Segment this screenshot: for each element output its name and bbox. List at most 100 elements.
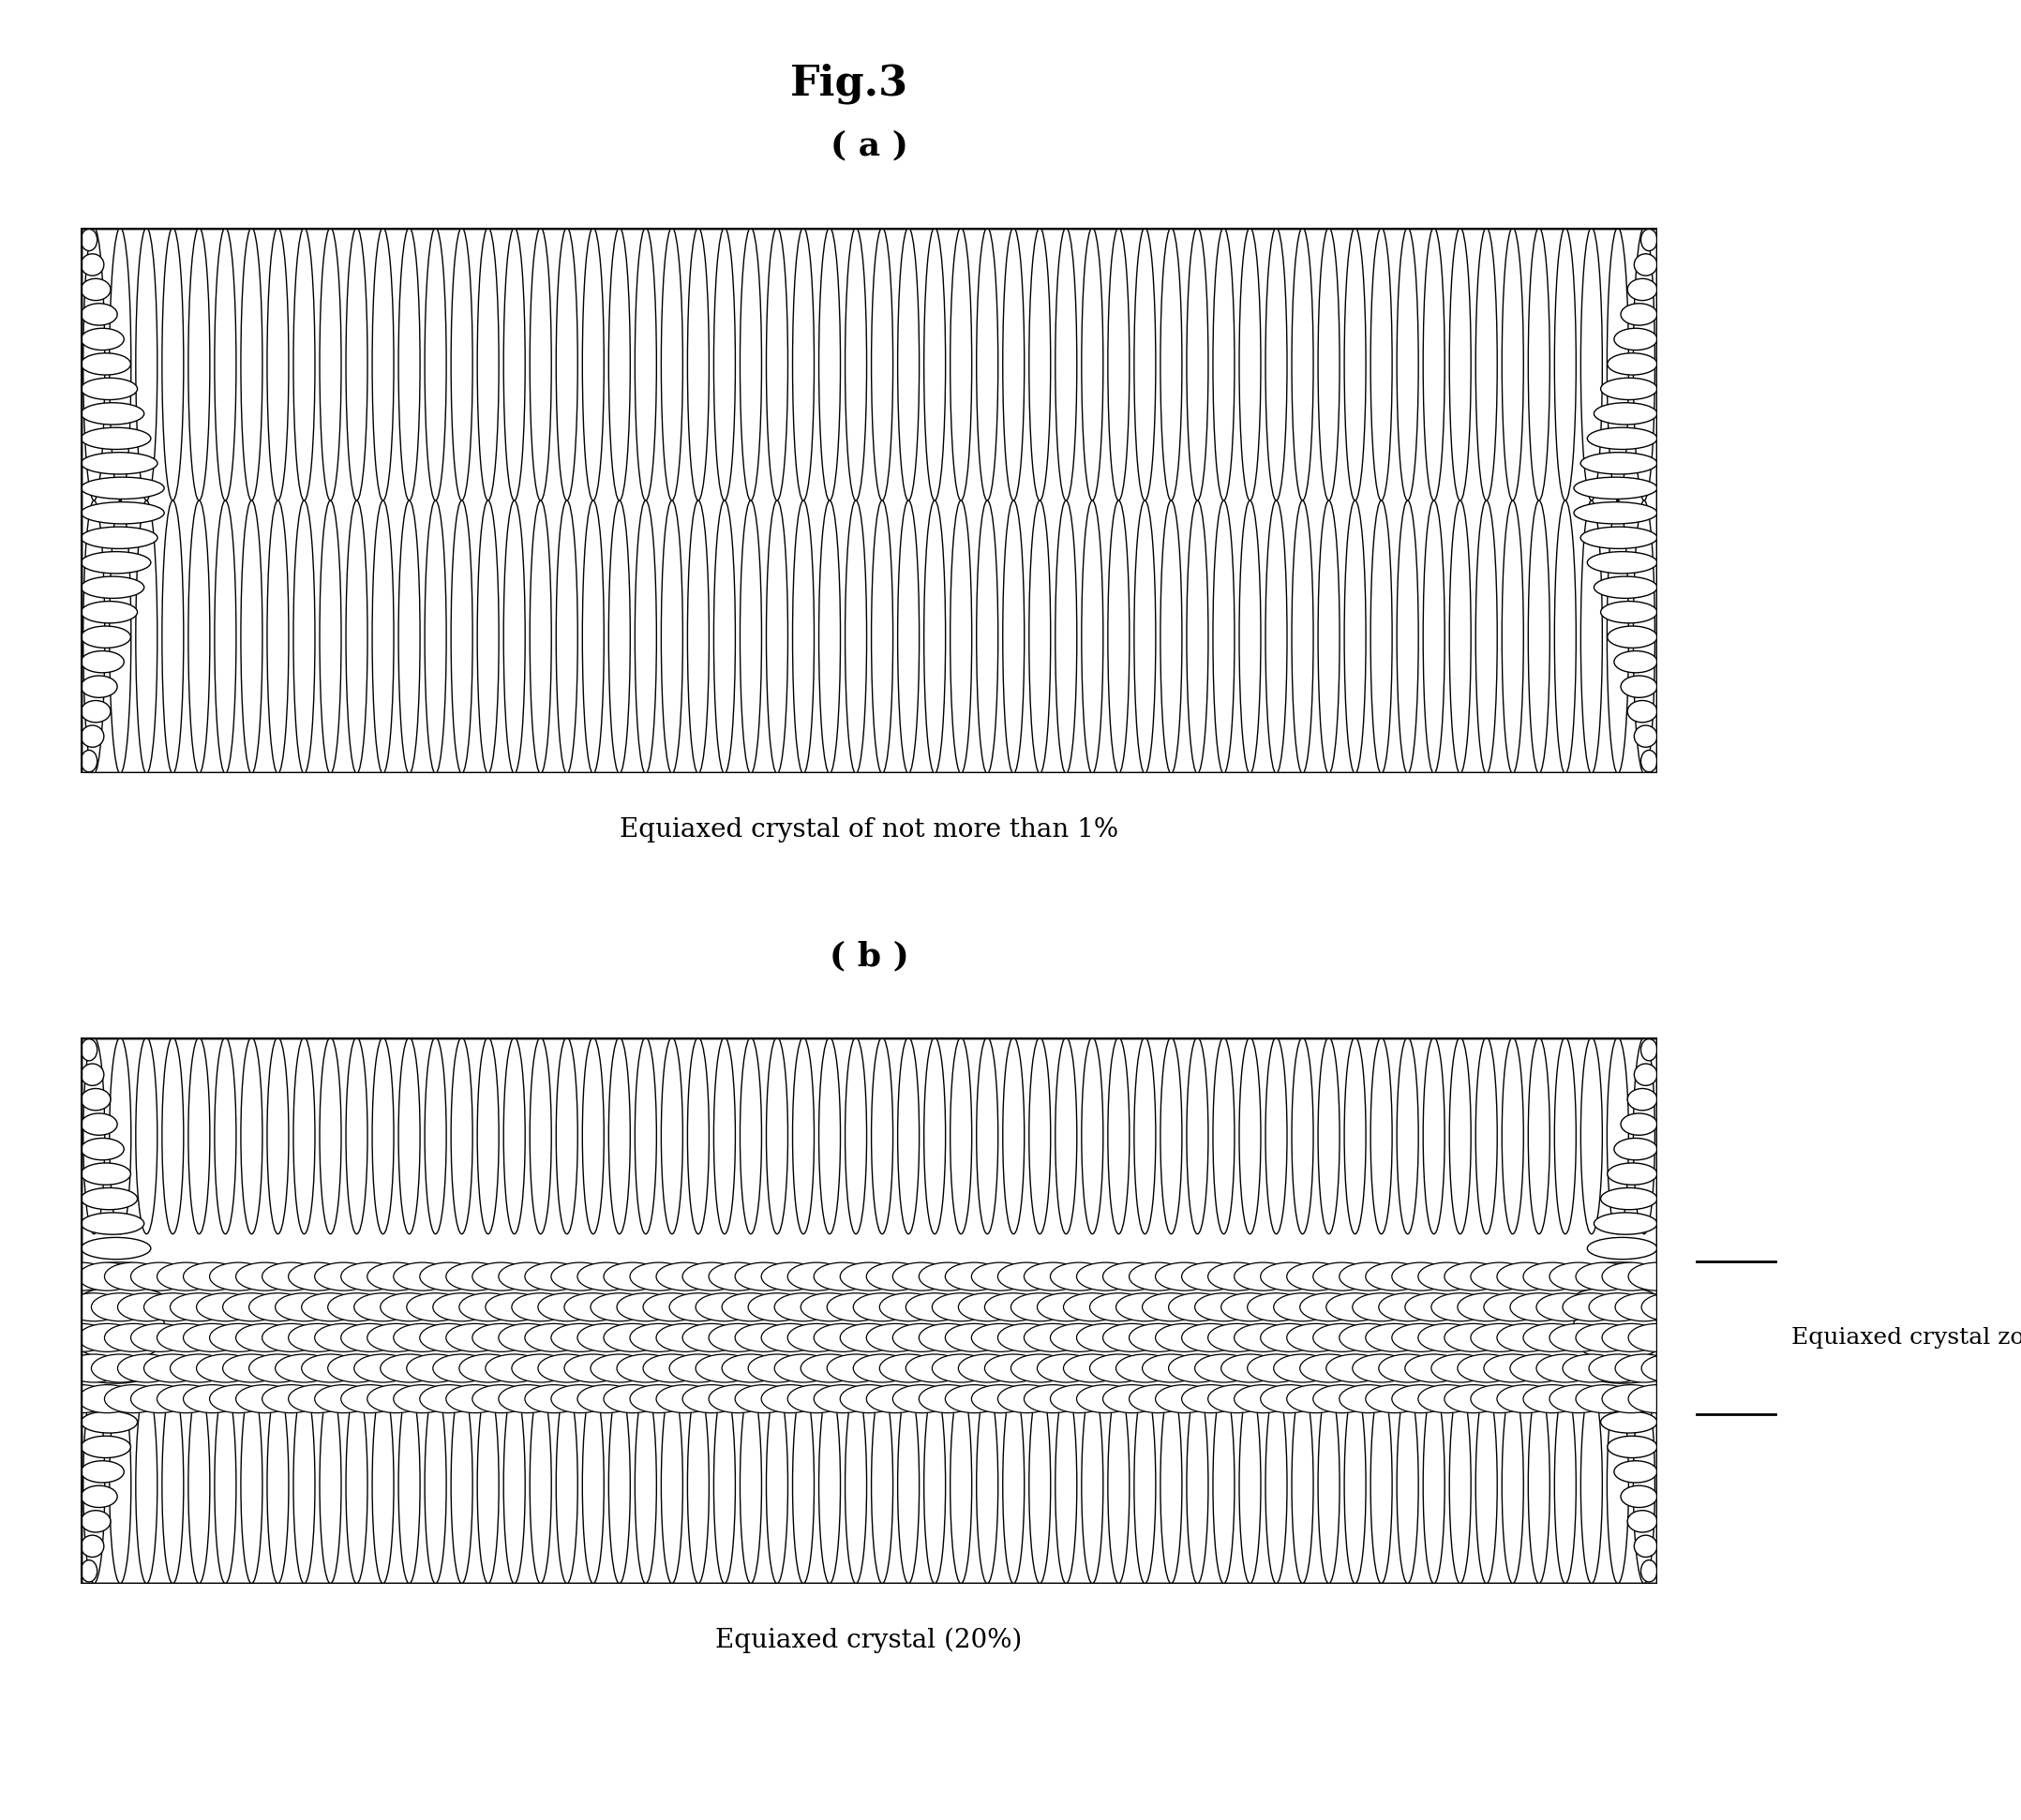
Ellipse shape [346, 228, 368, 501]
Ellipse shape [1621, 1485, 1657, 1507]
Ellipse shape [1103, 1263, 1160, 1290]
Ellipse shape [1344, 228, 1366, 501]
Ellipse shape [1370, 1387, 1392, 1583]
Ellipse shape [131, 1263, 188, 1290]
Text: Fig.3: Fig.3 [790, 64, 907, 104]
Ellipse shape [188, 1387, 210, 1583]
Ellipse shape [1502, 228, 1524, 501]
Ellipse shape [81, 304, 117, 326]
Ellipse shape [1156, 1263, 1213, 1290]
Ellipse shape [976, 1387, 998, 1583]
Ellipse shape [293, 228, 315, 501]
Ellipse shape [1029, 228, 1051, 501]
Ellipse shape [473, 1323, 530, 1352]
Ellipse shape [552, 1263, 608, 1290]
Ellipse shape [669, 1354, 728, 1383]
Ellipse shape [827, 1354, 885, 1383]
Ellipse shape [1536, 1354, 1595, 1383]
Ellipse shape [1081, 1037, 1103, 1234]
Ellipse shape [1471, 1263, 1528, 1290]
Text: Equiaxed crystal of not more than 1%: Equiaxed crystal of not more than 1% [620, 817, 1118, 843]
Ellipse shape [1397, 228, 1419, 501]
Ellipse shape [1586, 551, 1657, 573]
Ellipse shape [1615, 1354, 1673, 1383]
Ellipse shape [695, 1292, 754, 1321]
Ellipse shape [368, 1323, 424, 1352]
Ellipse shape [582, 1387, 604, 1583]
Ellipse shape [1077, 1323, 1134, 1352]
Ellipse shape [1029, 1037, 1051, 1234]
Ellipse shape [1340, 1263, 1397, 1290]
Ellipse shape [1627, 278, 1657, 300]
Ellipse shape [578, 1263, 635, 1290]
Ellipse shape [81, 1511, 111, 1532]
Ellipse shape [1449, 228, 1471, 501]
Ellipse shape [447, 1385, 503, 1412]
Ellipse shape [473, 1385, 530, 1412]
Ellipse shape [79, 1385, 135, 1412]
Ellipse shape [503, 1387, 525, 1583]
Ellipse shape [657, 1323, 713, 1352]
Ellipse shape [342, 1323, 398, 1352]
Ellipse shape [1615, 328, 1657, 349]
Ellipse shape [38, 1292, 97, 1321]
Ellipse shape [81, 428, 152, 450]
Ellipse shape [293, 1387, 315, 1583]
Ellipse shape [372, 228, 394, 501]
Ellipse shape [81, 601, 137, 622]
Ellipse shape [1287, 1263, 1344, 1290]
Ellipse shape [1378, 1292, 1437, 1321]
Ellipse shape [263, 1385, 319, 1412]
Ellipse shape [1156, 1323, 1213, 1352]
Ellipse shape [709, 1385, 766, 1412]
Ellipse shape [342, 1385, 398, 1412]
Ellipse shape [1445, 1263, 1502, 1290]
Ellipse shape [81, 726, 103, 748]
Ellipse shape [1580, 1387, 1603, 1583]
Ellipse shape [1318, 228, 1340, 501]
Ellipse shape [1603, 1323, 1659, 1352]
Ellipse shape [81, 551, 152, 573]
Ellipse shape [83, 1387, 105, 1583]
Ellipse shape [26, 1323, 83, 1352]
Ellipse shape [293, 1037, 315, 1234]
Ellipse shape [1182, 1385, 1239, 1412]
Ellipse shape [578, 1323, 635, 1352]
Ellipse shape [1160, 1387, 1182, 1583]
Ellipse shape [477, 1387, 499, 1583]
Ellipse shape [976, 228, 998, 501]
Ellipse shape [451, 501, 473, 774]
Ellipse shape [1063, 1354, 1122, 1383]
Ellipse shape [263, 1323, 319, 1352]
Ellipse shape [920, 1263, 976, 1290]
Ellipse shape [905, 1292, 964, 1321]
Ellipse shape [26, 1263, 83, 1290]
Ellipse shape [1615, 1292, 1673, 1321]
Ellipse shape [661, 1387, 683, 1583]
Ellipse shape [556, 1387, 578, 1583]
Ellipse shape [1247, 1292, 1306, 1321]
Ellipse shape [897, 501, 920, 774]
Ellipse shape [1077, 1385, 1134, 1412]
Ellipse shape [958, 1292, 1017, 1321]
Ellipse shape [1051, 1323, 1108, 1352]
Ellipse shape [1314, 1263, 1370, 1290]
Ellipse shape [713, 501, 736, 774]
Ellipse shape [447, 1323, 503, 1352]
Ellipse shape [998, 1323, 1055, 1352]
Ellipse shape [1273, 1354, 1332, 1383]
Ellipse shape [1291, 228, 1314, 501]
Ellipse shape [788, 1263, 845, 1290]
Ellipse shape [897, 1037, 920, 1234]
Ellipse shape [721, 1292, 780, 1321]
Ellipse shape [1580, 501, 1603, 774]
Ellipse shape [477, 1037, 499, 1234]
Ellipse shape [1607, 353, 1657, 375]
Ellipse shape [1621, 675, 1657, 697]
Ellipse shape [1134, 1037, 1156, 1234]
Ellipse shape [792, 1387, 814, 1583]
Ellipse shape [958, 1354, 1017, 1383]
Ellipse shape [972, 1385, 1029, 1412]
Ellipse shape [81, 701, 111, 723]
Ellipse shape [1627, 1088, 1657, 1110]
